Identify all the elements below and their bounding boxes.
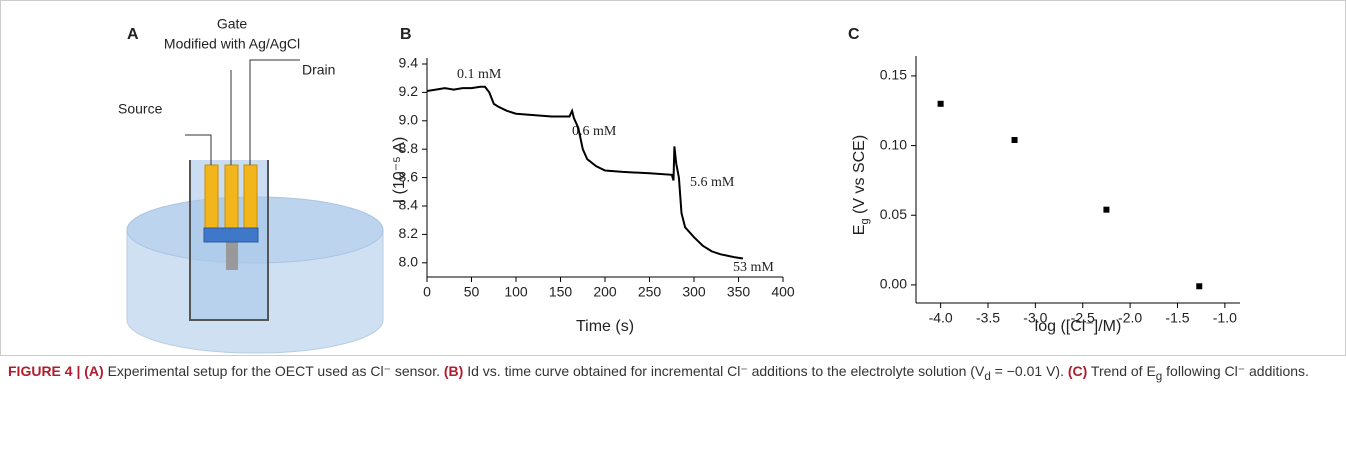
y-axis-label-part: I (10⁻⁵ A) bbox=[391, 137, 408, 204]
x-tick-label: 150 bbox=[549, 284, 573, 300]
data-point bbox=[1196, 283, 1203, 290]
y-tick-label: 9.2 bbox=[399, 83, 419, 99]
x-tick-label: -2.0 bbox=[1118, 310, 1142, 326]
x-tick-label: -2.5 bbox=[1071, 310, 1095, 326]
caption-text: = −0.01 V). bbox=[990, 363, 1068, 379]
x-tick-label: 50 bbox=[464, 284, 480, 300]
x-tick-label: -4.0 bbox=[929, 310, 953, 326]
y-tick-label: 0.10 bbox=[880, 136, 907, 152]
y-tick-label: 0.05 bbox=[880, 206, 907, 222]
label: Gate bbox=[217, 16, 248, 32]
panel-label: A bbox=[127, 26, 139, 43]
y-axis-label-part: (V vs SCE) bbox=[851, 135, 868, 219]
annotation: 53 mM bbox=[733, 260, 774, 275]
caption-text: FIGURE 4 | bbox=[8, 363, 85, 379]
data-point bbox=[1011, 137, 1018, 144]
annotation: 0.6 mM bbox=[572, 124, 617, 139]
y-tick-label: 8.6 bbox=[399, 168, 419, 184]
panel-label: B bbox=[400, 26, 412, 43]
y-axis-label-part: E bbox=[851, 225, 868, 236]
x-tick-label: 200 bbox=[593, 284, 617, 300]
data-point bbox=[937, 100, 944, 107]
y-tick-label: 8.2 bbox=[399, 225, 419, 241]
x-tick-label: 350 bbox=[727, 284, 751, 300]
caption-text: d bbox=[984, 369, 991, 383]
x-axis-label: log ([Cl⁻]/M) bbox=[1035, 318, 1122, 335]
caption-text: (B) bbox=[443, 363, 464, 379]
y-tick-label: 0.00 bbox=[880, 276, 907, 292]
panel-label: C bbox=[848, 26, 860, 43]
label: Source bbox=[118, 101, 163, 117]
x-tick-label: 300 bbox=[682, 284, 706, 300]
x-axis-label: Time (s) bbox=[576, 318, 634, 335]
label: Drain bbox=[302, 62, 335, 78]
x-tick-label: -1.5 bbox=[1165, 310, 1189, 326]
setup-diagram: A Gate Modified with Ag/AgCl Drain Sourc… bbox=[118, 16, 384, 354]
annotation: 5.6 mM bbox=[690, 175, 735, 190]
y-tick-label: 9.4 bbox=[399, 55, 419, 71]
caption-text: Experimental setup for the OECT used as … bbox=[103, 363, 444, 379]
y-axis-label: Eg (V vs SCE) bbox=[851, 135, 871, 235]
y-tick-label: 9.0 bbox=[399, 112, 419, 128]
caption-text: Id vs. time curve obtained for increment… bbox=[463, 363, 985, 379]
y-tick-label: 0.15 bbox=[880, 67, 907, 83]
y-tick-label: 8.0 bbox=[399, 254, 419, 270]
caption-text: g bbox=[1155, 369, 1163, 383]
caption: FIGURE 4 | (A) Experimental setup for th… bbox=[8, 360, 1328, 388]
x-tick-label: -3.0 bbox=[1023, 310, 1047, 326]
y-tick-label: 8.4 bbox=[399, 197, 419, 213]
x-tick-label: 250 bbox=[638, 284, 662, 300]
data-point bbox=[1103, 206, 1110, 213]
x-tick-label: 0 bbox=[423, 284, 431, 300]
caption-text: following Cl⁻ additions. bbox=[1162, 363, 1309, 379]
label: Modified with Ag/AgCl bbox=[164, 36, 300, 52]
data-line bbox=[426, 85, 744, 260]
y-axis-label: I (10⁻⁵ A) bbox=[391, 137, 408, 204]
y-tick-label: 8.8 bbox=[399, 140, 419, 156]
x-tick-label: -3.5 bbox=[976, 310, 1000, 326]
annotation: 0.1 mM bbox=[457, 67, 502, 82]
caption-text: (A) bbox=[84, 363, 104, 379]
figure: A Gate Modified with Ag/AgCl Drain Sourc… bbox=[0, 0, 1346, 356]
caption-text: Trend of E bbox=[1087, 363, 1156, 379]
caption-text: (C) bbox=[1067, 363, 1088, 379]
x-tick-label: -1.0 bbox=[1213, 310, 1237, 326]
x-tick-label: 400 bbox=[771, 284, 795, 300]
y-axis-label-sub: g bbox=[859, 218, 871, 224]
x-tick-label: 100 bbox=[504, 284, 528, 300]
